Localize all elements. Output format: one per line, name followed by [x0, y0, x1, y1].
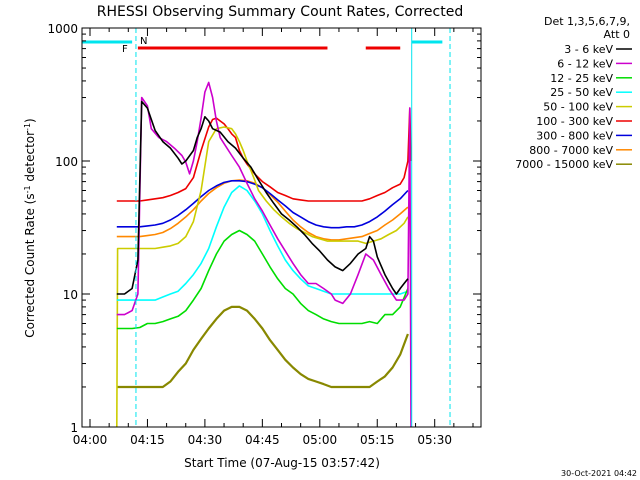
plot-frame [81, 27, 482, 428]
x-tick-label: 04:15 [130, 433, 165, 447]
series-line-50-100-kev [116, 126, 409, 427]
y-axis-label-part: ) [23, 118, 37, 123]
x-tick-label: 04:00 [73, 433, 108, 447]
y-axis: 1 10 100 1000 [47, 22, 481, 435]
series-line-25-50-kev [116, 185, 409, 301]
legend-header: Det 1,3,5,6,7,9, [544, 15, 630, 28]
y-axis-label-part: -1 [23, 185, 32, 193]
x-tick-label: 05:15 [360, 433, 395, 447]
flare-label: F [122, 44, 128, 55]
y-axis-label-part: -1 [23, 123, 32, 131]
y-tick-label: 1 [70, 421, 78, 435]
legend-label: 100 - 300 keV [536, 115, 613, 128]
y-axis-label-part: detector [23, 131, 37, 186]
x-axis-label: Start Time (07-Aug-15 03:57:42) [184, 456, 380, 470]
y-tick-label: 100 [55, 155, 78, 169]
y-tick-label: 10 [63, 288, 78, 302]
legend-label: 50 - 100 keV [543, 101, 613, 114]
chart-title: RHESSI Observing Summary Count Rates, Co… [97, 4, 463, 20]
x-tick-label: 05:30 [417, 433, 452, 447]
x-axis: 04:00 04:15 04:30 04:45 05:00 05:15 05:30 [73, 28, 474, 447]
flag-layer: NF [82, 28, 451, 427]
series-line-3-6-kev [116, 100, 409, 295]
night-label: N [140, 36, 147, 47]
legend-label: 3 - 6 keV [564, 43, 613, 56]
y-tick-label: 1000 [47, 22, 78, 36]
legend-label: 300 - 800 keV [536, 129, 613, 142]
x-tick-label: 04:30 [188, 433, 223, 447]
footer-date: 30-Oct-2021 04:42 [561, 469, 637, 478]
legend-label: 7000 - 15000 keV [515, 158, 613, 171]
series-line-300-800-kev [116, 180, 409, 229]
legend-label: 6 - 12 keV [557, 57, 613, 70]
series-line-6-12-kev [116, 81, 412, 427]
legend-label: 800 - 7000 keV [529, 144, 613, 157]
y-axis-label: Corrected Count Rate (s-1 detector-1) [23, 118, 38, 337]
legend-label: 25 - 50 keV [550, 86, 613, 99]
legend-header: Att 0 [604, 28, 630, 41]
x-tick-label: 05:00 [303, 433, 338, 447]
series-line-12-25-kev [116, 229, 409, 330]
series-line-7000-15000-kev [116, 305, 409, 389]
legend-label: 12 - 25 keV [550, 72, 613, 85]
y-axis-label-part: Corrected Count Rate (s [23, 193, 37, 337]
series-line-100-300-kev [116, 107, 412, 202]
x-tick-label: 04:45 [245, 433, 280, 447]
plot-series [116, 81, 412, 427]
